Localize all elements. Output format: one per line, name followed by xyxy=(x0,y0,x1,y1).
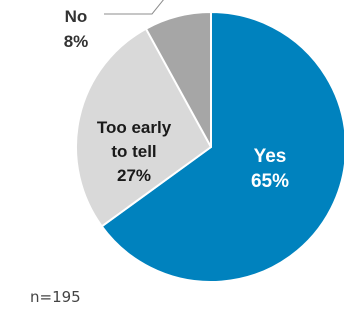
data-label-too-early-to-tell-line-2: to tell xyxy=(111,142,156,161)
data-label-too-early-to-tell-line-3: 27% xyxy=(117,166,151,185)
data-label-no-line-2: 8% xyxy=(64,32,89,51)
sample-size-note: n=195 xyxy=(30,288,81,306)
data-label-yes-line-1: Yes xyxy=(254,146,287,167)
data-label-yes-line-2: 65% xyxy=(251,171,289,192)
data-label-too-early-to-tell-line-1: Too early xyxy=(97,118,172,137)
pie-slice-too-early-to-tell xyxy=(75,27,212,228)
pie-slice-yes xyxy=(100,11,344,283)
leader-line-no xyxy=(104,0,164,15)
data-label-no-line-1: No xyxy=(65,7,88,26)
pie-slice-no xyxy=(144,11,212,148)
